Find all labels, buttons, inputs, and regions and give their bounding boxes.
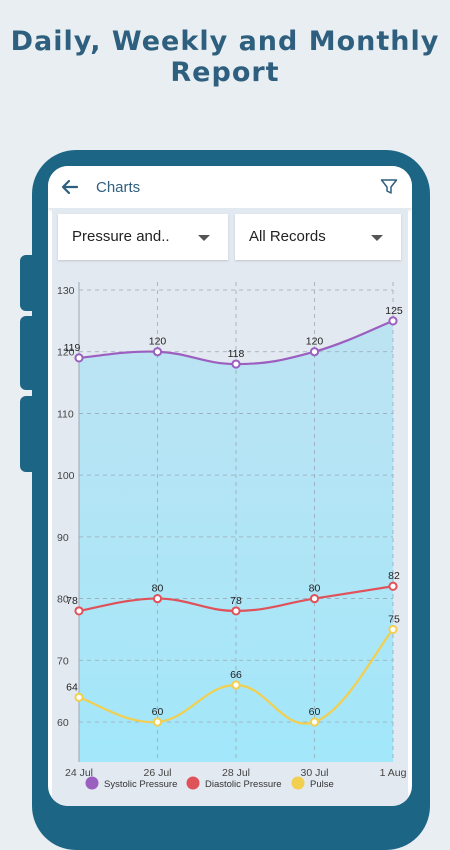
y-tick-label: 60 xyxy=(57,717,69,729)
y-tick-label: 90 xyxy=(57,532,69,544)
legend-swatch xyxy=(186,776,200,790)
arrow-left-icon[interactable] xyxy=(60,177,80,197)
data-label: 64 xyxy=(66,681,78,693)
record-range-value: All Records xyxy=(249,228,326,245)
x-tick-label: 30 Jul xyxy=(300,767,328,779)
data-point[interactable] xyxy=(388,316,398,326)
legend-label: Pulse xyxy=(310,779,334,790)
phone-side-button xyxy=(20,255,34,311)
headline: Daily, Weekly and Monthly Report xyxy=(0,26,450,88)
y-tick-label: 80 xyxy=(57,594,69,606)
filter-icon[interactable] xyxy=(380,178,398,196)
line-chart: 60 70 80 90 100 110 120 130 24 Jul 26 Jul 28 Jul 30… xyxy=(57,282,407,790)
app-bar: Charts xyxy=(48,166,412,208)
chevron-down-icon xyxy=(371,235,383,241)
data-point[interactable] xyxy=(309,717,320,727)
x-tick-label: 28 Jul xyxy=(222,767,250,779)
data-point[interactable] xyxy=(152,717,163,727)
data-label: 80 xyxy=(152,583,164,595)
data-point[interactable] xyxy=(231,606,241,616)
measurement-type-dropdown[interactable]: Pressure and.. xyxy=(58,214,228,260)
data-point[interactable] xyxy=(388,581,398,591)
legend-swatch xyxy=(291,776,305,790)
data-label: 120 xyxy=(306,336,324,348)
data-point[interactable] xyxy=(74,353,84,363)
y-tick-label: 130 xyxy=(57,285,75,297)
phone-side-button xyxy=(20,316,34,390)
data-point[interactable] xyxy=(152,347,163,357)
y-tick-label: 110 xyxy=(57,408,74,420)
record-range-dropdown[interactable]: All Records xyxy=(235,214,401,260)
chevron-down-icon xyxy=(198,235,210,241)
data-label: 119 xyxy=(64,342,81,354)
headline-line-2: Report xyxy=(170,57,280,88)
y-tick-label: 100 xyxy=(57,470,75,482)
legend-swatch xyxy=(85,776,99,790)
data-point[interactable] xyxy=(231,359,241,369)
y-tick-label: 120 xyxy=(57,347,75,359)
page-title: Charts xyxy=(96,179,141,196)
x-tick-label: 24 Jul xyxy=(65,767,93,779)
data-label: 66 xyxy=(230,669,242,681)
data-label: 78 xyxy=(230,595,242,607)
data-label: 60 xyxy=(152,706,164,718)
data-label: 120 xyxy=(149,336,167,348)
data-label: 82 xyxy=(388,570,400,582)
data-point[interactable] xyxy=(309,347,320,357)
data-label: 118 xyxy=(228,348,245,360)
data-label: 78 xyxy=(66,595,78,607)
y-tick-label: 70 xyxy=(57,655,69,667)
data-point[interactable] xyxy=(388,624,398,635)
data-label: 80 xyxy=(309,583,321,595)
data-point[interactable] xyxy=(309,593,320,604)
x-tick-label: 26 Jul xyxy=(143,767,171,779)
data-point[interactable] xyxy=(231,680,241,690)
data-point[interactable] xyxy=(74,692,84,702)
headline-line-1: Daily, Weekly and Monthly xyxy=(10,26,440,57)
data-label: 75 xyxy=(388,613,400,625)
legend-label: Systolic Pressure xyxy=(104,779,177,790)
measurement-type-value: Pressure and.. xyxy=(72,228,170,245)
legend-label: Diastolic Pressure xyxy=(205,779,282,790)
data-label: 60 xyxy=(309,706,321,718)
data-point[interactable] xyxy=(74,606,84,616)
data-point[interactable] xyxy=(152,593,163,604)
data-label: 125 xyxy=(385,305,403,317)
phone-side-button xyxy=(20,396,34,472)
x-tick-label: 1 Aug xyxy=(380,767,407,779)
